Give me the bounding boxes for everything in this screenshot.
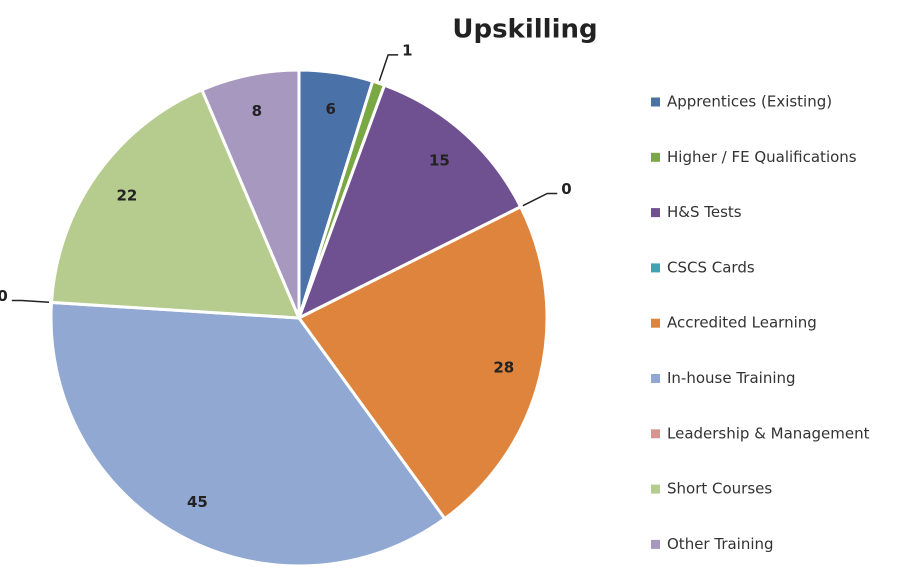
legend-label: Leadership & Management [667,424,870,442]
legend-label: Short Courses [667,480,772,498]
legend-label: H&S Tests [667,203,742,221]
legend-swatch [651,263,660,273]
data-label: 0 [561,180,571,198]
legend-label: Accredited Learning [667,314,817,332]
legend-label: Higher / FE Qualifications [667,148,857,166]
leader-line [378,54,399,82]
legend-label: In-house Training [667,369,796,387]
chart-title: Upskilling [452,15,597,45]
pie-slice [296,83,523,322]
pie-slice [296,204,549,521]
legend-swatch [651,374,660,383]
data-label: 6 [325,100,335,118]
pie-slice [49,87,302,320]
data-label: 15 [429,151,450,169]
data-label: 0 [0,287,8,305]
legend-swatch [651,318,660,328]
leader-line [522,192,558,207]
legend-swatch [651,484,660,494]
legend-swatch [651,97,660,107]
legend-label: Apprentices (Existing) [667,93,832,111]
data-label: 8 [252,102,262,120]
pie-slice [199,68,301,319]
leader-line [11,299,50,304]
legend-swatch [651,539,660,549]
legend-label: Other Training [667,535,774,553]
legend-swatch [651,429,660,439]
pie-slice [49,300,447,568]
legend-swatch [651,152,660,162]
data-label: 28 [493,358,514,376]
data-label: 1 [402,41,412,59]
legend-swatch [651,208,660,218]
data-label: 22 [116,187,137,205]
legend-label: CSCS Cards [667,258,755,276]
data-label: 45 [187,493,208,511]
